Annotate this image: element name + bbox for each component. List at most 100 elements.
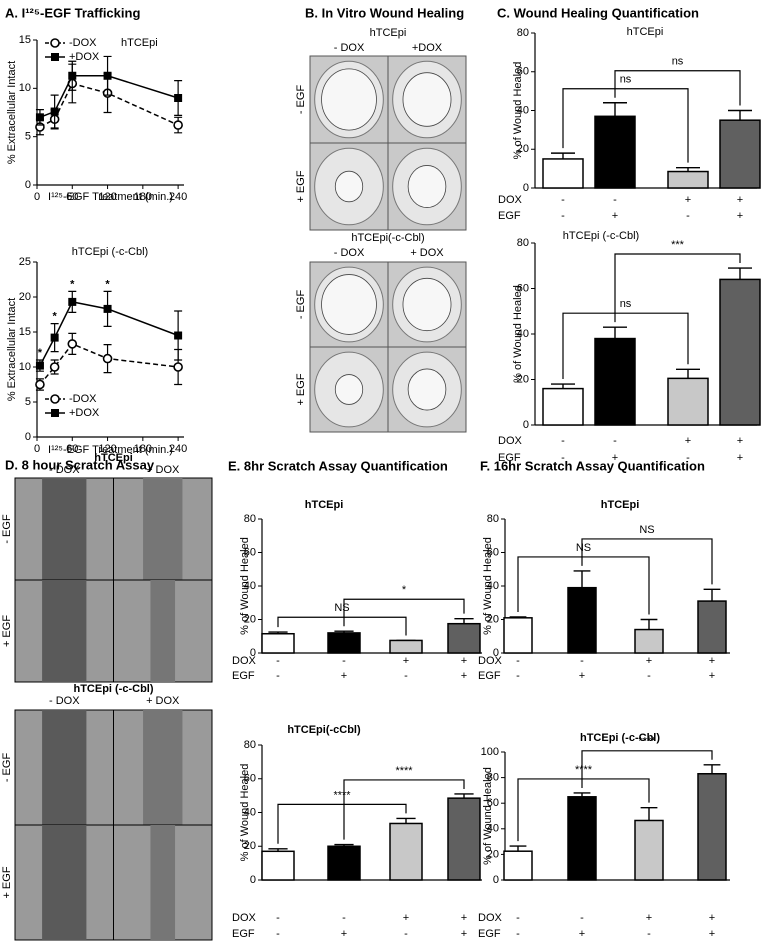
row-symbol: -	[686, 452, 690, 464]
row-name: DOX	[232, 655, 257, 667]
point	[103, 71, 112, 80]
significance-bracket	[581, 750, 713, 788]
legend-marker	[51, 53, 59, 61]
chart-title: hTCEpi(-cCbl)	[287, 724, 361, 736]
significance-label: *	[402, 584, 407, 596]
image-title: hTCEpi (-c-Cbl)	[73, 683, 153, 695]
scratch-gap	[42, 710, 87, 825]
wound-area	[334, 170, 364, 203]
bar	[327, 845, 361, 881]
panel-header: B. In Vitro Wound Healing	[305, 5, 464, 20]
chart-title: hTCEpi (-c-Cbl)	[72, 246, 148, 258]
row-symbol: +	[685, 194, 691, 206]
x-tick-label: 60	[66, 443, 78, 455]
bar	[542, 158, 584, 189]
error-bar	[509, 845, 527, 852]
y-tick-label: 80	[487, 513, 499, 525]
row-name: DOX	[478, 655, 503, 667]
row-symbol: +	[709, 670, 715, 682]
x-axis-label: I¹²⁵-EGF Treatment (min.)	[48, 444, 173, 456]
point	[35, 379, 45, 390]
significance-label: ns	[620, 298, 632, 310]
y-tick-label: 40	[244, 580, 256, 592]
y-tick-label: 0	[250, 874, 256, 886]
significance-label: ****	[395, 765, 413, 777]
legend-label: +DOX	[69, 407, 100, 419]
row-symbol: -	[516, 655, 520, 667]
error-bar	[573, 570, 591, 588]
y-tick-label: 0	[25, 431, 31, 443]
y-tick-label: 80	[517, 237, 529, 249]
error-bar	[454, 617, 474, 624]
x-axis-label: I¹²⁵-EGF Treatment (min.)	[48, 191, 173, 203]
row-symbol: -	[404, 670, 408, 682]
y-tick-label: 80	[517, 27, 529, 39]
row-symbol: +	[403, 912, 409, 924]
row-symbol: -	[516, 912, 520, 924]
y-tick-label: 40	[487, 823, 499, 835]
wound-area	[334, 374, 364, 405]
bar	[567, 796, 597, 881]
point	[49, 362, 60, 372]
significance-bracket	[562, 88, 689, 163]
column-label: - DOX	[49, 464, 80, 476]
row-symbol: +	[341, 670, 347, 682]
y-tick-label: 20	[517, 373, 529, 385]
row-symbol: -	[613, 435, 617, 447]
row-symbol: -	[647, 670, 651, 682]
bar	[594, 337, 636, 426]
point	[103, 304, 112, 313]
panel-header: A. I¹²⁵-EGF Trafficking	[5, 5, 140, 20]
row-name: DOX	[478, 912, 503, 924]
y-tick-label: 10	[19, 361, 31, 373]
significance-bracket	[277, 616, 407, 636]
x-tick-label: 120	[98, 443, 116, 455]
scratch-gap	[42, 825, 87, 940]
row-symbol: +	[612, 210, 618, 222]
row-label: - EGF	[1, 753, 13, 783]
error-bar	[551, 152, 575, 159]
column-label: + DOX	[410, 247, 444, 259]
bar	[327, 632, 361, 654]
y-tick-label: 40	[517, 328, 529, 340]
row-name: EGF	[498, 452, 521, 464]
row-symbol: -	[580, 655, 584, 667]
bar	[503, 850, 533, 881]
row-name: EGF	[232, 670, 255, 682]
y-axis-label: % Extracellular Intact	[6, 298, 18, 401]
bar	[389, 822, 423, 881]
y-tick-label: 0	[493, 874, 499, 886]
y-tick-label: 25	[19, 256, 31, 268]
y-tick-label: 15	[19, 326, 31, 338]
row-symbol: +	[737, 435, 743, 447]
row-symbol: -	[580, 912, 584, 924]
bar	[261, 850, 295, 881]
row-symbol: +	[709, 928, 715, 940]
column-label: - DOX	[334, 42, 365, 54]
scratch-gap	[42, 580, 87, 682]
row-name: EGF	[498, 210, 521, 222]
chart-title: hTCEpi	[627, 26, 664, 38]
significance-marker: *	[70, 278, 75, 290]
row-label: - EGF	[295, 290, 307, 320]
row-symbol: +	[737, 452, 743, 464]
y-tick-label: 20	[244, 613, 256, 625]
wound-area	[402, 277, 452, 332]
significance-bracket	[614, 253, 741, 323]
y-tick-label: 80	[244, 513, 256, 525]
image-title: hTCEpi	[94, 452, 133, 464]
y-tick-label: 60	[244, 546, 256, 558]
row-symbol: +	[612, 452, 618, 464]
y-tick-label: 0	[523, 419, 529, 431]
chart-title: hTCEpi	[601, 499, 640, 511]
bar	[447, 622, 481, 654]
bar	[697, 773, 727, 881]
row-symbol: +	[579, 928, 585, 940]
bar	[634, 628, 664, 654]
row-label: + EGF	[295, 373, 307, 405]
scratch-gap	[150, 825, 176, 940]
point	[68, 71, 77, 80]
y-tick-label: 20	[19, 291, 31, 303]
y-tick-label: 60	[487, 546, 499, 558]
error-bar	[728, 109, 752, 121]
